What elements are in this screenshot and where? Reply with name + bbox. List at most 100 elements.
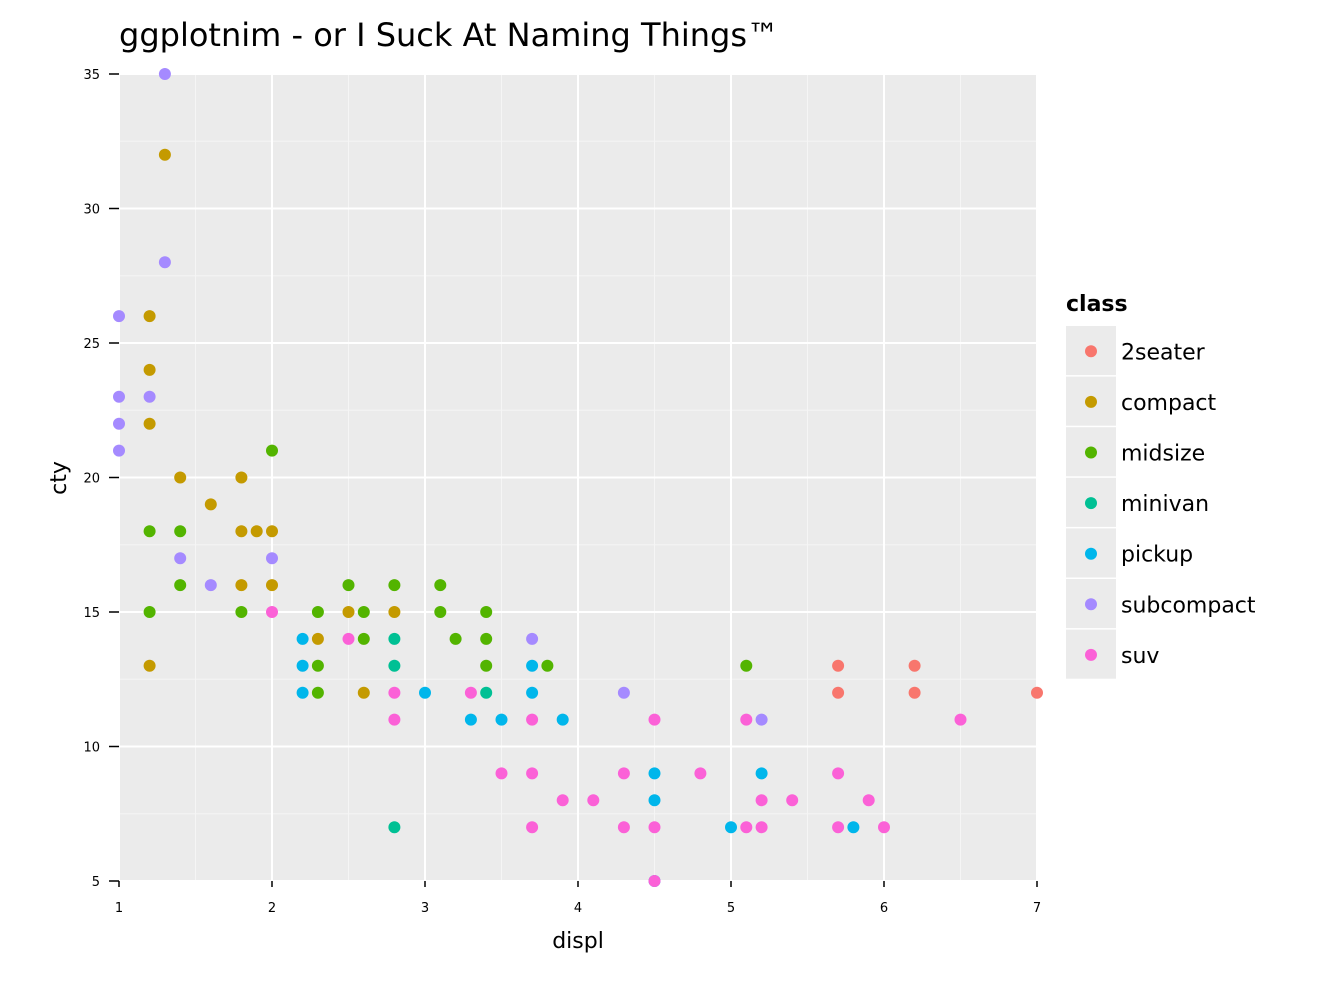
x-tick-label: 7 [1033,901,1041,916]
data-point-midsize [434,606,447,618]
data-point-suv [786,794,799,807]
data-point-midsize [357,632,370,645]
data-point-subcompact [617,686,630,699]
chart-title: ggplotnim - or I Suck At Naming Things™ [119,16,779,54]
data-point-2seater [1031,686,1043,699]
data-point-compact [174,471,187,484]
data-point-compact [235,525,248,538]
data-point-compact [342,606,355,618]
data-point-suv [526,767,539,780]
data-point-subcompact [113,390,125,403]
legend-key-compact [1085,395,1097,408]
data-point-suv [648,713,661,726]
data-point-suv [740,821,753,834]
data-point-pickup [648,794,661,807]
data-point-compact [235,579,248,592]
data-point-subcompact [113,310,125,323]
legend-key-suv [1085,648,1097,661]
x-tick-label: 5 [727,901,735,916]
data-point-suv [587,794,600,807]
y-tick-label: 20 [83,472,100,487]
data-point-subcompact [113,444,125,457]
legend-label-midsize: midsize [1121,442,1205,467]
y-axis-title: cty [47,461,72,495]
y-axis-ticks: 5 10 15 20 25 30 35 [83,68,119,890]
data-point-midsize [449,632,462,645]
data-point-suv [617,821,630,834]
data-point-midsize [342,579,355,592]
data-point-suv [388,686,401,699]
data-point-suv [832,821,845,834]
data-point-pickup [296,632,309,645]
legend-label-compact: compact [1121,391,1217,416]
data-point-suv [266,606,278,618]
data-point-suv [526,713,539,726]
data-point-midsize [480,632,493,645]
legend-label-2seater: 2seater [1121,340,1206,365]
data-point-subcompact [113,417,125,430]
data-point-midsize [174,525,187,538]
data-point-pickup [526,686,539,699]
data-point-minivan [388,632,401,645]
legend-label-pickup: pickup [1121,543,1193,568]
data-point-2seater [908,659,921,672]
data-point-compact [143,363,156,376]
data-point-2seater [832,659,845,672]
data-point-midsize [311,686,324,699]
data-point-suv [648,875,661,887]
legend-key-pickup [1085,547,1097,560]
data-point-pickup [755,767,768,780]
legend-key-subcompact [1085,598,1097,611]
data-point-midsize [541,659,554,672]
x-tick-label: 3 [421,901,429,916]
data-point-subcompact [174,552,187,565]
data-point-midsize [311,659,324,672]
x-tick-label: 6 [880,901,888,916]
data-point-suv [954,713,967,726]
data-point-pickup [495,713,508,726]
data-point-2seater [908,686,921,699]
data-point-midsize [740,659,753,672]
x-axis-title: displ [552,929,604,954]
data-point-compact [143,310,156,323]
x-tick-label: 4 [574,901,582,916]
data-point-compact [388,606,401,618]
legend-key-midsize [1085,446,1097,459]
data-point-suv [388,713,401,726]
data-point-compact [266,525,278,538]
data-point-pickup [556,713,569,726]
y-tick-label: 30 [83,203,100,218]
data-point-midsize [434,579,447,592]
data-point-subcompact [158,256,171,269]
data-point-pickup [419,686,431,699]
data-point-midsize [143,525,156,538]
data-point-pickup [296,686,309,699]
data-point-suv [694,767,707,780]
data-point-midsize [388,579,401,592]
data-point-midsize [266,444,278,457]
data-point-midsize [174,579,187,592]
data-point-midsize [143,606,156,618]
y-tick-label: 35 [83,68,100,83]
y-tick-label: 15 [83,606,100,621]
data-point-suv [648,821,661,834]
data-point-midsize [480,659,493,672]
data-point-midsize [235,606,248,618]
legend-label-subcompact: subcompact [1121,593,1256,618]
data-point-minivan [480,686,493,699]
data-point-subcompact [526,632,539,645]
data-point-compact [143,659,156,672]
data-point-suv [617,767,630,780]
data-point-pickup [296,659,309,672]
data-point-pickup [725,821,737,834]
data-point-minivan [388,821,401,834]
data-point-suv [342,632,355,645]
data-point-compact [266,579,278,592]
data-point-subcompact [143,390,156,403]
data-point-pickup [847,821,860,834]
data-point-suv [755,821,768,834]
data-point-suv [878,821,890,834]
y-tick-label: 5 [92,875,100,890]
legend-key-minivan [1085,497,1097,510]
